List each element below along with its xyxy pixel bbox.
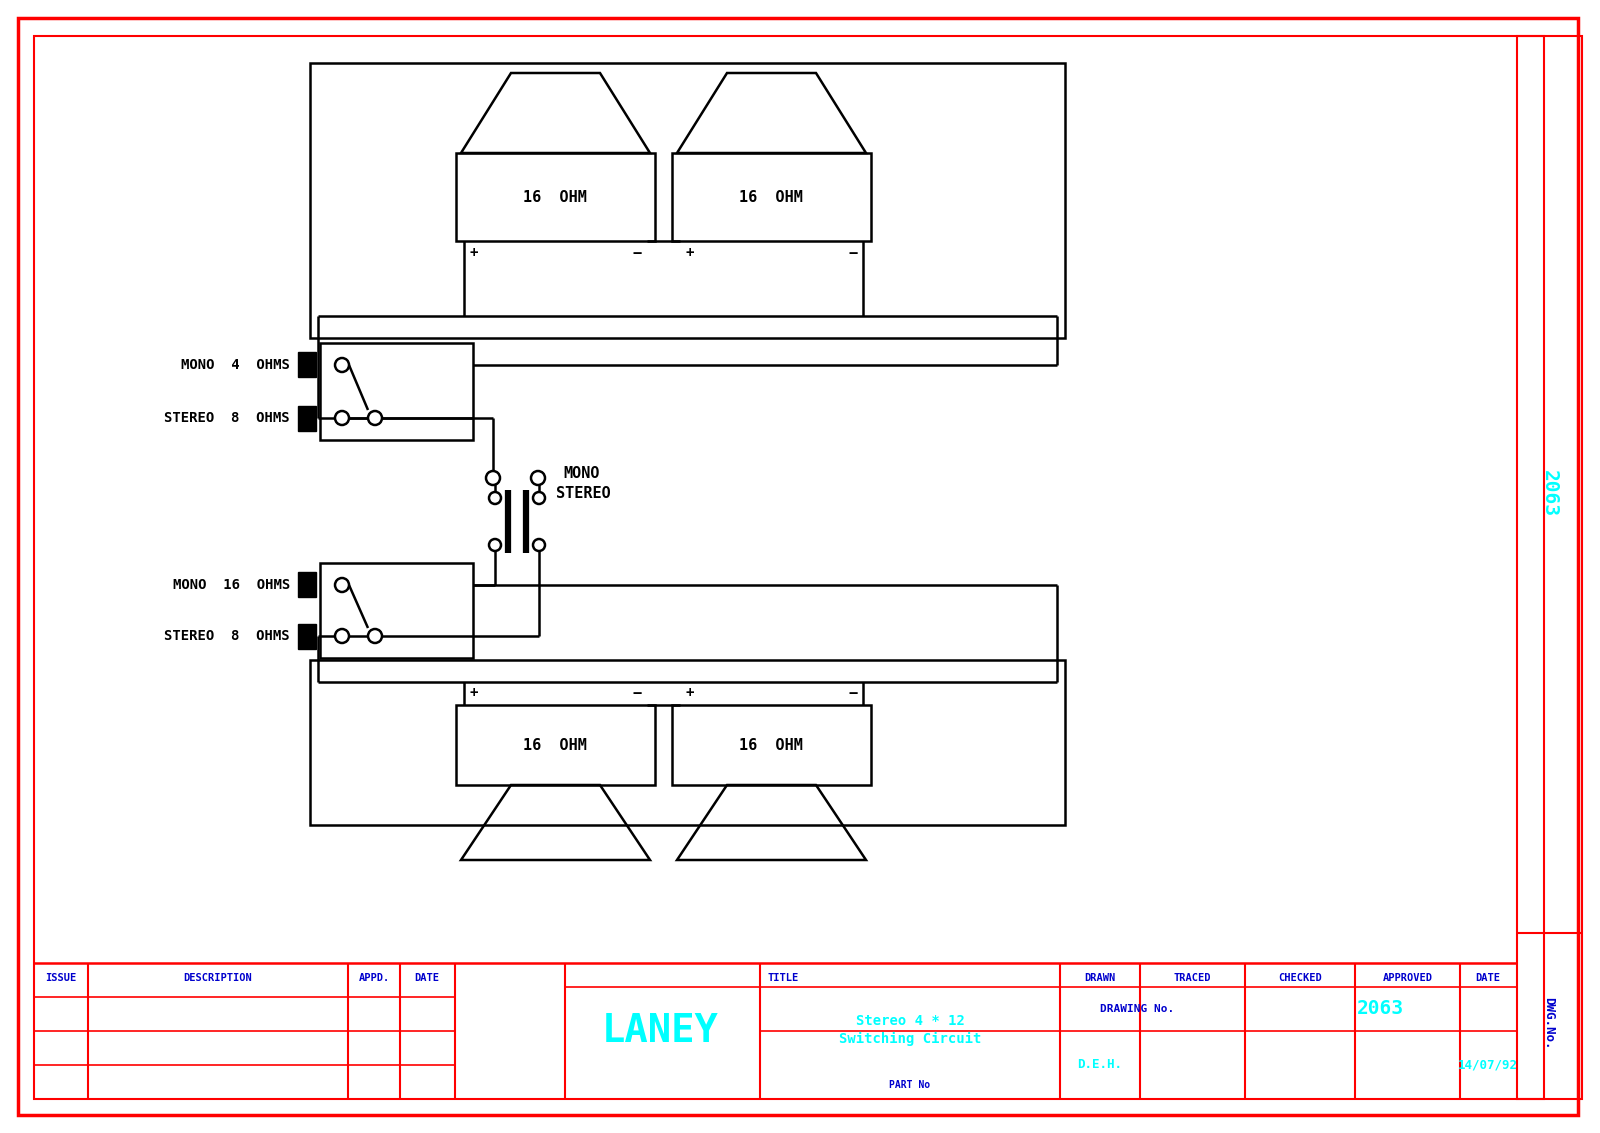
Circle shape bbox=[533, 539, 546, 551]
Text: APPROVED: APPROVED bbox=[1382, 973, 1434, 983]
Bar bbox=[298, 406, 317, 431]
Circle shape bbox=[533, 492, 546, 504]
Text: 16  OHM: 16 OHM bbox=[523, 738, 587, 752]
Text: LANEY: LANEY bbox=[602, 1012, 718, 1050]
Bar bbox=[298, 572, 317, 597]
Bar bbox=[298, 624, 317, 649]
Text: STEREO: STEREO bbox=[557, 486, 611, 501]
Text: −: − bbox=[848, 685, 858, 700]
Circle shape bbox=[531, 471, 546, 485]
Text: −: − bbox=[848, 246, 858, 261]
Bar bbox=[456, 705, 654, 785]
Text: −: − bbox=[632, 685, 642, 700]
Text: 16  OHM: 16 OHM bbox=[739, 738, 803, 752]
Text: −: − bbox=[632, 246, 642, 261]
Circle shape bbox=[486, 471, 499, 485]
Bar bbox=[320, 343, 474, 440]
Text: TRACED: TRACED bbox=[1173, 973, 1211, 983]
Bar bbox=[672, 705, 870, 785]
Bar bbox=[1517, 36, 1582, 1099]
Text: DRAWN: DRAWN bbox=[1085, 973, 1115, 983]
Text: +: + bbox=[686, 685, 694, 700]
Bar bbox=[298, 352, 317, 377]
Text: 16  OHM: 16 OHM bbox=[523, 189, 587, 204]
Text: 14/07/92: 14/07/92 bbox=[1458, 1058, 1518, 1072]
Text: 2063: 2063 bbox=[1539, 469, 1558, 517]
Text: DWG.No.: DWG.No. bbox=[1542, 997, 1555, 1049]
Bar bbox=[310, 661, 1066, 825]
Circle shape bbox=[334, 411, 349, 425]
Text: +: + bbox=[470, 685, 478, 700]
Bar bbox=[310, 63, 1066, 338]
Text: APPD.: APPD. bbox=[358, 973, 390, 983]
Circle shape bbox=[368, 411, 382, 425]
Text: DATE: DATE bbox=[1475, 973, 1501, 983]
Text: Switching Circuit: Switching Circuit bbox=[838, 1032, 981, 1046]
Bar bbox=[672, 153, 870, 241]
Circle shape bbox=[490, 539, 501, 551]
Text: 2063: 2063 bbox=[1357, 999, 1403, 1019]
Text: PART No: PART No bbox=[890, 1080, 931, 1090]
Text: ISSUE: ISSUE bbox=[45, 973, 77, 983]
Text: DESCRIPTION: DESCRIPTION bbox=[184, 973, 253, 983]
Text: MONO  4  OHMS: MONO 4 OHMS bbox=[181, 358, 290, 372]
Text: +: + bbox=[686, 246, 694, 259]
Circle shape bbox=[490, 492, 501, 504]
Text: STEREO  8  OHMS: STEREO 8 OHMS bbox=[165, 629, 290, 644]
Circle shape bbox=[334, 358, 349, 372]
Circle shape bbox=[334, 629, 349, 644]
Text: +: + bbox=[470, 246, 478, 259]
Text: TITLE: TITLE bbox=[766, 973, 798, 983]
Text: DATE: DATE bbox=[414, 973, 440, 983]
Bar bbox=[456, 153, 654, 241]
Circle shape bbox=[334, 578, 349, 593]
Text: D.E.H.: D.E.H. bbox=[1077, 1058, 1123, 1072]
Text: STEREO  8  OHMS: STEREO 8 OHMS bbox=[165, 411, 290, 425]
Text: MONO: MONO bbox=[563, 466, 600, 480]
Circle shape bbox=[368, 629, 382, 644]
Text: MONO  16  OHMS: MONO 16 OHMS bbox=[173, 578, 290, 593]
Text: 16  OHM: 16 OHM bbox=[739, 189, 803, 204]
Bar bbox=[320, 563, 474, 658]
Text: DRAWING No.: DRAWING No. bbox=[1101, 1004, 1174, 1014]
Text: Stereo 4 * 12: Stereo 4 * 12 bbox=[856, 1014, 965, 1028]
Text: CHECKED: CHECKED bbox=[1278, 973, 1322, 983]
